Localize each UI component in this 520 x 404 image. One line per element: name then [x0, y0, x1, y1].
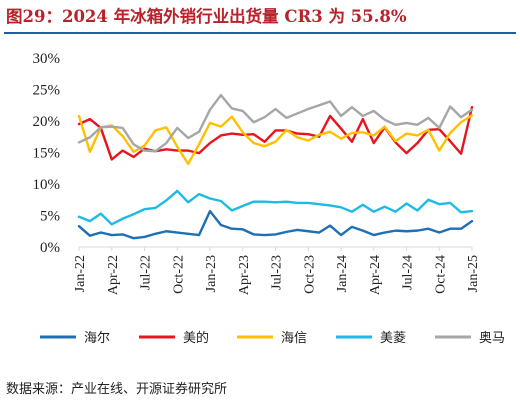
source-note: 数据来源：产业在线、开源证券研究所: [6, 382, 228, 397]
y-tick-label: 10%: [33, 177, 61, 193]
chart-axes: 0% 5% 10% 15% 20% 25% 30% Jan-22 Apr-22 Jul-22 Oct…: [33, 51, 482, 295]
legend-label: 海信: [281, 331, 307, 346]
y-tick-label: 25%: [33, 83, 61, 99]
x-tick-label: Apr-23: [237, 255, 252, 295]
x-tick-label: Jul-23: [270, 255, 285, 290]
legend-label: 美菱: [380, 331, 406, 346]
x-tick-label: Jul-22: [139, 255, 154, 290]
y-tick-label: 15%: [33, 146, 61, 162]
x-tick-label: Apr-24: [368, 255, 383, 295]
y-tick-label: 30%: [33, 51, 61, 67]
chart-title: 图29：2024 年冰箱外销行业出货量 CR3 为 55.8%: [4, 4, 516, 34]
x-tick-label: Apr-22: [106, 255, 121, 295]
line-chart: 0% 5% 10% 15% 20% 25% 30% Jan-22 Apr-22 Jul-22 Oct…: [33, 51, 506, 346]
legend-label: 奥马: [479, 331, 505, 346]
series-line: [77, 105, 474, 161]
x-tick-label: Jan-22: [73, 255, 88, 292]
y-tick-label: 20%: [33, 114, 61, 130]
x-tick-label: Jan-24: [335, 255, 350, 292]
series-line: [77, 114, 474, 166]
chart-legend: 海尔 美的 海信 美菱 奥马: [40, 330, 505, 346]
x-tick-label: Oct-23: [302, 255, 317, 294]
series-line: [77, 189, 474, 226]
x-tick-label: Jan-23: [204, 255, 219, 292]
x-tick-label: Oct-24: [433, 255, 448, 294]
x-tick-label: Oct-22: [171, 255, 186, 294]
legend-label: 美的: [183, 330, 209, 346]
series-line: [77, 209, 474, 240]
legend-label: 海尔: [84, 331, 110, 346]
x-tick-label: Jan-25: [466, 255, 481, 292]
y-tick-label: 0%: [40, 240, 60, 256]
y-tick-label: 5%: [40, 209, 60, 225]
chart-series: [77, 93, 474, 240]
series-line: [77, 93, 474, 153]
x-tick-label: Jul-24: [401, 255, 416, 290]
